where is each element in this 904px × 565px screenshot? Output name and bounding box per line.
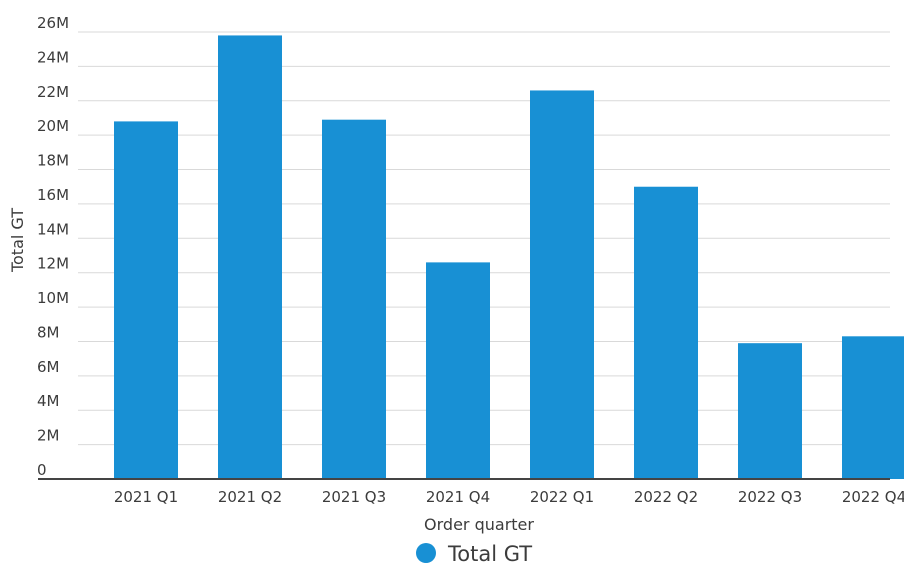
y-tick-label: 8M xyxy=(37,323,60,341)
legend-swatch-total-gt xyxy=(416,543,436,563)
x-tick-label: 2021 Q4 xyxy=(426,488,490,506)
bar[interactable] xyxy=(114,121,178,480)
bar[interactable] xyxy=(426,262,490,479)
x-tick-label: 2022 Q4 xyxy=(842,488,904,506)
x-tick-label: 2022 Q3 xyxy=(738,488,802,506)
y-axis-title: Total GT xyxy=(8,208,27,273)
y-tick-label: 16M xyxy=(37,186,69,204)
y-tick-label: 4M xyxy=(37,392,60,410)
y-tick-label: 0 xyxy=(37,461,47,479)
x-tick-label: 2021 Q2 xyxy=(218,488,282,506)
legend[interactable]: Total GT xyxy=(416,542,532,565)
x-tick-label: 2022 Q1 xyxy=(530,488,594,506)
bar[interactable] xyxy=(738,343,802,479)
bar[interactable] xyxy=(634,186,698,479)
y-tick-labels: 0 2M 4M 6M 8M 10M 12M 14M 16M 18M 20M 22M 24M 26M xyxy=(37,14,69,479)
x-axis-title: Order quarter xyxy=(424,515,534,534)
y-tick-label: 12M xyxy=(37,255,69,273)
bars xyxy=(114,35,904,480)
x-tick-labels: 2021 Q1 2021 Q2 2021 Q3 2021 Q4 2022 Q1 2022 … xyxy=(114,488,904,506)
bar[interactable] xyxy=(530,90,594,479)
bar[interactable] xyxy=(218,35,282,479)
x-tick-label: 2021 Q1 xyxy=(114,488,178,506)
y-tick-label: 14M xyxy=(37,220,69,238)
legend-label-total-gt: Total GT xyxy=(447,542,532,565)
y-tick-label: 24M xyxy=(37,48,69,66)
y-tick-label: 22M xyxy=(37,83,69,101)
y-tick-label: 2M xyxy=(37,427,60,445)
x-tick-label: 2021 Q3 xyxy=(322,488,386,506)
y-tick-label: 20M xyxy=(37,117,69,135)
x-tick-label: 2022 Q2 xyxy=(634,488,698,506)
bar[interactable] xyxy=(322,119,386,479)
y-tick-label: 18M xyxy=(37,152,69,170)
y-tick-label: 6M xyxy=(37,358,60,376)
y-tick-label: 10M xyxy=(37,289,69,307)
y-tick-label: 26M xyxy=(37,14,69,32)
bar[interactable] xyxy=(842,336,904,479)
